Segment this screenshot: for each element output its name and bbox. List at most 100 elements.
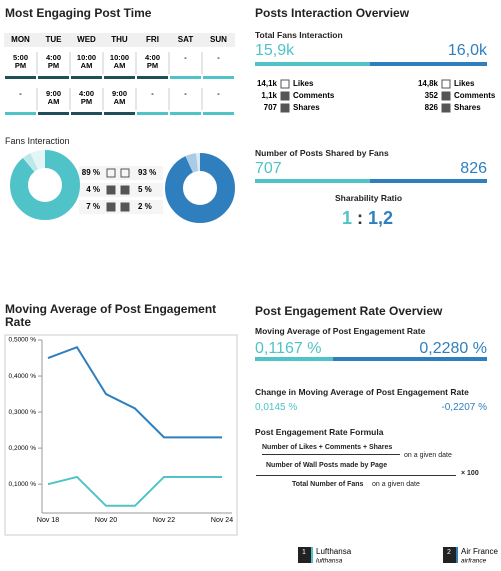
stat-value: 707	[264, 103, 278, 112]
label: Total Fans Interaction	[255, 30, 343, 40]
ratio: 1 : 1,2	[342, 208, 393, 229]
pie-label: 2 %	[138, 202, 152, 211]
legend-box	[298, 547, 311, 563]
legend-box	[443, 547, 456, 563]
label: Moving Average of Post Engagement Rate	[255, 326, 426, 336]
time-bar	[38, 76, 69, 79]
time: -	[217, 53, 220, 62]
label: Sharability Ratio	[335, 193, 403, 203]
section-title: Most Engaging Post Time	[5, 6, 152, 20]
value: 15,9k	[255, 42, 295, 59]
day-label: MON	[11, 35, 30, 44]
time-part: AM	[114, 61, 126, 70]
time: -	[217, 89, 220, 98]
bar	[255, 357, 333, 361]
pie-label: 4 %	[86, 185, 100, 194]
time-bar	[170, 112, 201, 115]
y-tick-label: 0,5000 %	[9, 337, 37, 344]
time-part: PM	[15, 61, 26, 70]
time-part: 10:00	[110, 53, 129, 62]
time-part: AM	[81, 61, 93, 70]
time: 9:00 AM	[112, 89, 127, 106]
legend-handle: airfrance	[461, 558, 487, 565]
time-part: 5:00	[13, 53, 28, 62]
icon	[106, 168, 116, 178]
value: 0,0145 %	[255, 402, 298, 413]
legend-rank: 1	[302, 549, 306, 556]
x-tick-label: Nov 18	[37, 517, 59, 524]
time: 4:00 PM	[145, 53, 160, 70]
stat-label: Shares	[454, 103, 481, 112]
ratio-left: 1	[342, 208, 353, 228]
time: -	[19, 89, 22, 98]
icon	[120, 202, 130, 212]
time-bar	[5, 76, 36, 79]
legend-handle: lufthansa	[316, 558, 343, 565]
time-bar	[5, 112, 36, 115]
y-tick-label: 0,2000 %	[9, 445, 37, 452]
bar	[370, 179, 487, 183]
stat-label: Likes	[454, 79, 475, 88]
time-bar	[104, 76, 135, 79]
time-part: PM	[147, 61, 158, 70]
legend-swatch	[456, 547, 458, 563]
day-label: SUN	[210, 35, 227, 44]
time-bar	[104, 112, 135, 115]
rule	[256, 475, 456, 476]
time: 4:00 PM	[79, 89, 94, 106]
x-tick-label: Nov 24	[211, 517, 233, 524]
time: -	[184, 53, 187, 62]
pie-label: 93 %	[138, 168, 156, 177]
time-part: 4:00	[46, 53, 61, 62]
x-tick-label: Nov 20	[95, 517, 117, 524]
chart-frame	[4, 334, 238, 536]
value: 16,0k	[447, 42, 487, 59]
value: 0,1167 %	[255, 340, 322, 357]
formula: Number of Wall Posts made by Page	[266, 462, 388, 469]
pie-label: 5 %	[138, 185, 152, 194]
time-part: PM	[81, 97, 92, 106]
icon	[280, 79, 290, 89]
icon	[120, 168, 130, 178]
bar	[255, 62, 370, 66]
label: Post Engagement Rate Formula	[255, 427, 384, 437]
time-bar	[71, 112, 102, 115]
icon	[280, 103, 290, 113]
section-title: Posts Interaction Overview	[255, 6, 410, 20]
time-bar	[137, 112, 168, 115]
ratio-right: 1,2	[368, 208, 394, 228]
time-part: 4:00	[79, 89, 94, 98]
time-part: AM	[114, 97, 126, 106]
day-label: THU	[111, 35, 128, 44]
time-part: 10:00	[77, 53, 96, 62]
y-tick-label: 0,3000 %	[9, 409, 37, 416]
series-line	[47, 345, 222, 439]
section-title: Fans Interaction	[5, 136, 70, 146]
stat-label: Shares	[293, 103, 320, 112]
icon	[106, 202, 116, 212]
legend-swatch	[311, 547, 313, 563]
formula: on a given date	[404, 452, 452, 459]
y-tick-label: 0,4000 %	[9, 373, 37, 380]
label: Change in Moving Average of Post Engagem…	[255, 387, 469, 397]
day-label: FRI	[146, 35, 159, 44]
stat-value: 826	[425, 103, 439, 112]
stat-value: 352	[425, 91, 439, 100]
pie-label: 7 %	[86, 202, 100, 211]
formula: × 100	[461, 470, 479, 477]
legend-name: Lufthansa	[316, 547, 352, 556]
day-label: SAT	[178, 35, 194, 44]
icon	[106, 185, 116, 195]
time: 10:00 AM	[77, 53, 96, 70]
pie-label: 89 %	[82, 168, 100, 177]
time: 9:00 AM	[46, 89, 61, 106]
y-tick-label: 0,1000 %	[9, 481, 37, 488]
section-title: Post Engagement Rate Overview	[255, 304, 443, 318]
bar	[333, 357, 487, 361]
icon	[441, 103, 451, 113]
stat-value: 14,8k	[418, 79, 439, 88]
icon	[441, 91, 451, 101]
bar	[370, 62, 487, 66]
